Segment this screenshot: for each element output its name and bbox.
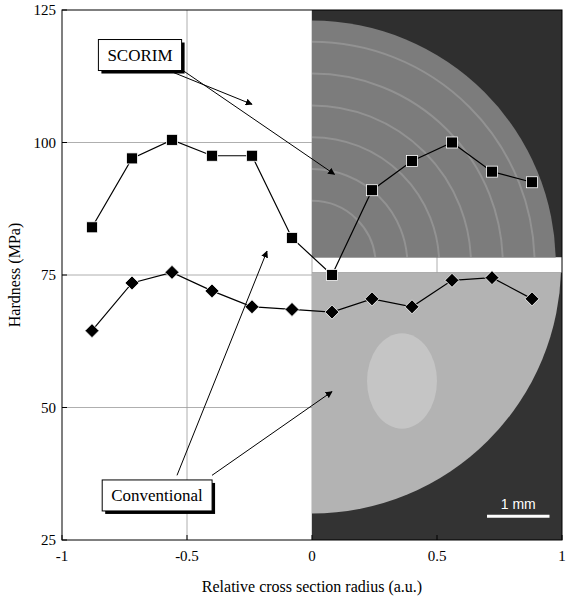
photo-texture [312, 74, 503, 258]
series-marker [407, 156, 418, 167]
x-tick-label: 0.5 [428, 548, 447, 564]
chart: 1 mm-1-0.500.51255075100125Relative cros… [0, 0, 584, 609]
x-tick [437, 535, 438, 540]
y-tick [62, 275, 67, 276]
scale-bar-label: 1 mm [501, 496, 536, 512]
series-marker [247, 150, 258, 161]
series-marker [167, 134, 178, 145]
x-tick-label: 0 [308, 548, 316, 564]
series-marker [365, 292, 379, 306]
x-tick-label: -1 [56, 548, 69, 564]
y-tick [62, 407, 67, 408]
micrograph-bottom [312, 272, 562, 540]
series-marker [485, 271, 499, 285]
x-tick-label: -0.5 [175, 548, 199, 564]
photo-texture [367, 333, 437, 428]
series-marker [207, 150, 218, 161]
y-tick [62, 142, 67, 143]
series-line [92, 140, 532, 275]
series-marker [325, 305, 339, 319]
series-marker [367, 185, 378, 196]
photo-texture [312, 42, 535, 258]
scale-bar [487, 515, 550, 518]
series-label-box [102, 480, 212, 511]
micrograph-top [312, 10, 562, 258]
series-marker [527, 177, 538, 188]
series-marker [287, 232, 298, 243]
data-group [85, 134, 539, 337]
y-tick-label: 25 [41, 532, 56, 548]
x-tick-label: 1 [558, 548, 566, 564]
y-tick [62, 10, 67, 11]
y-axis-title: Hardness (MPa) [6, 223, 24, 327]
photo-texture [312, 105, 471, 257]
series-marker [487, 166, 498, 177]
label-arrow [212, 392, 332, 476]
series-label: Conventional [111, 486, 203, 505]
photo-section [312, 272, 561, 513]
series-line [92, 272, 532, 330]
y-tick-label: 50 [41, 400, 56, 416]
series-label: SCORIM [107, 46, 172, 65]
series-marker [327, 270, 338, 281]
y-tick-label: 100 [34, 135, 57, 151]
series-marker [127, 153, 138, 164]
series-marker [165, 265, 179, 279]
label-arrow [182, 70, 335, 174]
label-arrow [177, 251, 267, 475]
y-tick-label: 125 [34, 2, 57, 18]
series-label-box [98, 40, 181, 71]
photo-texture [312, 169, 407, 258]
series-marker [85, 324, 99, 338]
series-marker [525, 292, 539, 306]
y-tick-label: 75 [41, 267, 56, 283]
plot-frame [62, 10, 562, 540]
series-marker [87, 222, 98, 233]
y-tick [62, 540, 67, 541]
x-tick [62, 535, 63, 540]
series-marker [285, 302, 299, 316]
x-tick [312, 535, 313, 540]
series-marker [445, 273, 459, 287]
label-arrow [167, 70, 252, 104]
x-tick [562, 535, 563, 540]
series-marker [125, 276, 139, 290]
photo-section [312, 21, 556, 258]
series-marker [205, 284, 219, 298]
x-tick [187, 535, 188, 540]
series-marker [447, 137, 458, 148]
x-axis-title: Relative cross section radius (a.u.) [202, 578, 422, 596]
photo-texture [312, 137, 439, 257]
series-marker [405, 300, 419, 314]
